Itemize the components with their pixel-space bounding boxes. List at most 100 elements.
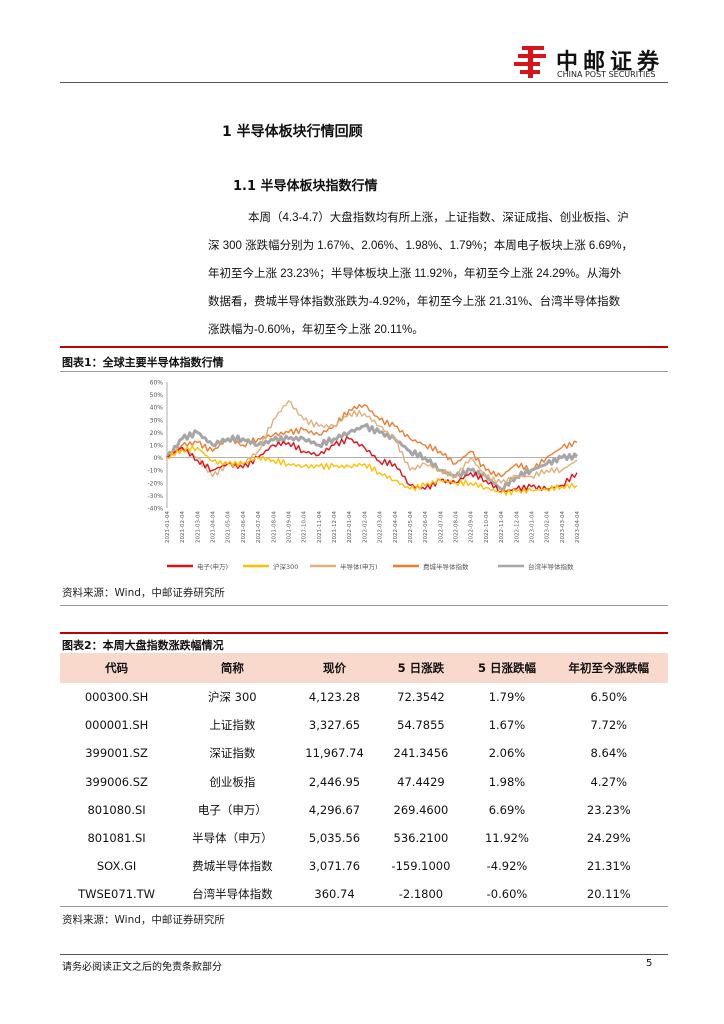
semiconductor-index-chart: 60%50%40%30%20%10%0%-10%-20%-30%-40%2021…	[147, 380, 581, 572]
logo-chinese-name: 中邮证券	[556, 50, 665, 75]
table-cell: 23.23%	[586, 802, 631, 817]
y-tick-label: 0%	[153, 455, 163, 462]
logo-english-name: CHINA POST SECURITIES	[557, 70, 656, 79]
table-cell: 6.69%	[488, 802, 526, 817]
x-tick-label: 2022-04-04	[393, 511, 399, 543]
x-tick-label: 2021-12-04	[332, 511, 338, 543]
table-cell: 21.31%	[586, 859, 631, 874]
table-row: SOX.GI 费城半导体指数 3,071.76 -159.1000 -4.92% 21.3…	[60, 852, 668, 880]
legend-label: 费城半导体指数	[423, 562, 469, 571]
y-tick-label: 60%	[150, 380, 164, 387]
table-cell: 8.64%	[590, 746, 628, 761]
table-cell: 000001.SH	[84, 718, 149, 733]
x-tick-label: 2023-03-04	[560, 511, 566, 543]
x-tick-label: 2021-08-04	[271, 511, 277, 543]
table-header-row: 代码 简称 现价 5 日涨跌 5 日涨跌幅 年初至今涨跌幅	[60, 653, 668, 683]
x-tick-label: 2023-04-04	[575, 511, 581, 543]
x-tick-label: 2022-05-04	[408, 511, 414, 543]
y-tick-label: -40%	[147, 506, 163, 513]
series-line	[166, 445, 578, 496]
table-cell: 241.3456	[393, 746, 449, 761]
table-cell: 上证指数	[209, 718, 256, 733]
series-line	[166, 403, 578, 478]
x-tick-label: 2022-12-04	[514, 511, 520, 543]
table-row: 801081.SI 半导体（申万） 5,035.56 536.2100 11.92% 24…	[60, 824, 668, 852]
table-cell: 11,967.74	[305, 746, 364, 761]
table-cell: 沪深 300	[208, 690, 257, 705]
table-cell: -2.1800	[398, 887, 444, 902]
y-tick-label: 30%	[150, 417, 164, 424]
table-cell: 20.11%	[586, 887, 631, 902]
header-divider	[60, 82, 668, 83]
x-tick-label: 2022-03-04	[378, 511, 384, 543]
china-post-logo-icon	[514, 44, 550, 82]
table-cell: 1.79%	[488, 690, 526, 705]
x-tick-label: 2021-06-04	[241, 511, 247, 543]
column-header: 5 日涨跌	[377, 653, 465, 683]
column-header: 年初至今涨跌幅	[549, 653, 668, 683]
table-cell: 2.06%	[488, 746, 526, 761]
table-row: TWSE071.TW 台湾半导体指数 360.74 -2.1800 -0.60% 20.1…	[60, 880, 668, 908]
figure1-top-rule	[60, 346, 668, 348]
figure1-title: 图表1：全球主要半导体指数行情	[62, 356, 224, 369]
table-cell: 72.3542	[397, 690, 445, 705]
series-line	[166, 400, 578, 484]
paragraph-line: 深 300 涨跌幅分别为 1.67%、2.06%、1.98%、1.79%；本周电…	[208, 240, 634, 252]
figure2-title: 图表2：本周大盘指数涨跌幅情况	[62, 639, 224, 652]
table-cell: 台湾半导体指数	[192, 887, 273, 902]
x-tick-label: 2023-02-04	[545, 511, 551, 543]
y-tick-label: -10%	[147, 468, 163, 475]
paragraph-line: 本周（4.3-4.7）大盘指数均有所上涨，上证指数、深证成指、创业板指、沪	[248, 212, 629, 224]
figure1-title-rule	[60, 371, 668, 372]
table-cell: 4,296.67	[308, 802, 361, 817]
y-tick-label: 50%	[150, 392, 164, 399]
column-header: 现价	[291, 653, 378, 683]
y-tick-label: -30%	[147, 493, 163, 500]
table-cell: 6.50%	[590, 690, 628, 705]
table-cell: 2,446.95	[308, 774, 361, 789]
table-cell: 费城半导体指数	[192, 859, 273, 874]
x-tick-label: 2022-01-04	[347, 511, 353, 543]
x-tick-label: 2022-06-04	[423, 511, 429, 543]
table-cell: 399001.SZ	[85, 746, 148, 761]
figure1-bottom-rule	[60, 605, 668, 606]
legend-label: 半导体(申万)	[340, 562, 378, 571]
table-cell: SOX.GI	[96, 859, 137, 874]
table-cell: 269.4600	[393, 802, 449, 817]
table-cell: 半导体（申万）	[192, 831, 273, 846]
table-cell: 3,327.65	[308, 718, 361, 733]
table-cell: 801080.SI	[87, 802, 146, 817]
table-cell: 801081.SI	[87, 831, 146, 846]
x-tick-label: 2022-11-04	[499, 511, 505, 543]
paragraph-line: 涨跌幅为-0.60%，年初至今上涨 20.11%。	[208, 324, 424, 336]
table-cell: 399006.SZ	[85, 774, 148, 789]
table-cell: 000300.SH	[84, 690, 149, 705]
table-row: 399001.SZ 深证指数 11,967.74 241.3456 2.06% 8.64%	[60, 739, 668, 767]
legend-label: 台湾半导体指数	[528, 562, 574, 571]
column-header: 代码	[60, 653, 174, 683]
table-row: 801080.SI 电子（申万） 4,296.67 269.4600 6.69% 23.2…	[60, 796, 668, 824]
x-tick-label: 2021-05-04	[226, 511, 232, 543]
table-cell: 24.29%	[586, 831, 631, 846]
table-cell: 5,035.56	[308, 831, 361, 846]
legend-label: 沪深300	[273, 562, 298, 571]
table-cell: 电子（申万）	[197, 802, 267, 817]
table-cell: 1.98%	[488, 774, 526, 789]
paragraph-line: 年初至今上涨 23.23%；半导体板块上涨 11.92%，年初至今上涨 24.2…	[208, 268, 622, 280]
x-tick-label: 2021-01-04	[165, 511, 171, 543]
x-tick-label: 2021-07-04	[256, 511, 262, 543]
column-header: 简称	[173, 653, 292, 683]
table-cell: -159.1000	[391, 859, 451, 874]
x-tick-label: 2023-01-04	[529, 511, 535, 543]
x-tick-label: 2022-10-04	[484, 511, 490, 543]
table-cell: 4.27%	[590, 774, 628, 789]
series-line	[165, 422, 579, 492]
x-tick-label: 2021-10-04	[302, 511, 308, 543]
page-number: 5	[646, 958, 653, 969]
figure2-top-rule	[60, 632, 668, 634]
table-cell: 11.92%	[485, 831, 529, 846]
x-tick-label: 2021-02-04	[180, 511, 186, 543]
figure1-source: 资料来源：Wind，中邮证券研究所	[62, 587, 225, 599]
column-header: 5 日涨跌幅	[464, 653, 550, 683]
